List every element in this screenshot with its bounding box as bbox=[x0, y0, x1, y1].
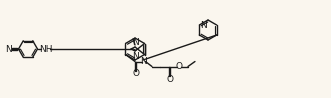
Text: N: N bbox=[5, 44, 11, 54]
Text: O: O bbox=[175, 62, 182, 71]
Text: O: O bbox=[132, 69, 139, 78]
Text: NH: NH bbox=[39, 44, 52, 54]
Text: N: N bbox=[132, 38, 138, 46]
Text: N: N bbox=[141, 57, 147, 66]
Text: N: N bbox=[132, 52, 138, 60]
Text: N: N bbox=[200, 20, 207, 29]
Text: O: O bbox=[166, 74, 173, 83]
